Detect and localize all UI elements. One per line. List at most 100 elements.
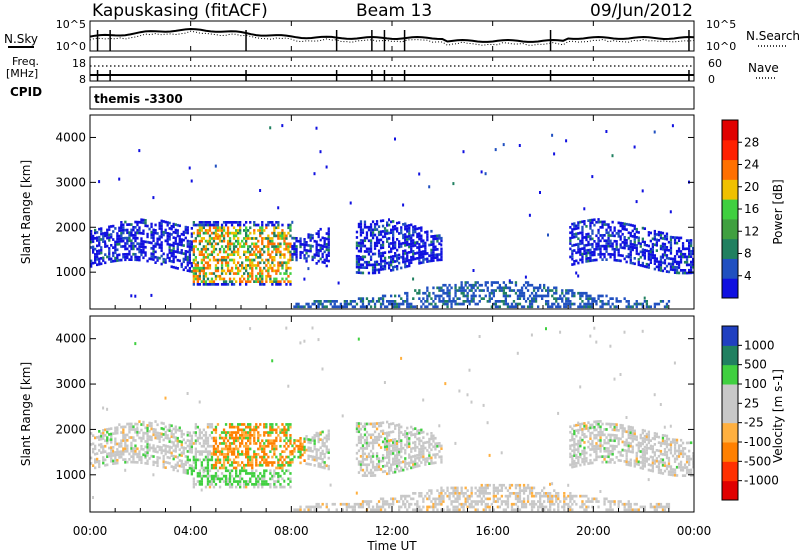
heatmap-cell — [337, 281, 340, 285]
heatmap-cell — [422, 291, 425, 295]
heatmap-cell — [247, 250, 250, 254]
heatmap-cell — [633, 257, 636, 260]
heatmap-cell — [144, 221, 147, 225]
heatmap-cell — [394, 246, 397, 250]
heatmap-cell — [206, 229, 210, 232]
heatmap-cell — [192, 247, 196, 251]
heatmap-cell — [309, 236, 312, 240]
heatmap-cell — [416, 432, 419, 435]
heatmap-cell — [355, 257, 359, 261]
heatmap-cell — [98, 235, 101, 239]
heatmap-cell — [553, 286, 556, 290]
heatmap-cell — [174, 250, 177, 253]
heatmap-cell — [379, 246, 383, 250]
heatmap-cell — [126, 447, 129, 450]
heatmap-cell — [381, 230, 385, 233]
heatmap-cell — [392, 305, 395, 309]
heatmap-cell — [200, 239, 204, 243]
heatmap-cell — [414, 454, 417, 458]
heatmap-cell — [400, 425, 403, 429]
heatmap-cell — [108, 239, 111, 242]
heatmap-cell — [537, 294, 540, 298]
heatmap-cell — [245, 226, 248, 230]
heatmap-cell — [565, 291, 568, 295]
heatmap-cell — [289, 258, 292, 262]
heatmap-cell — [188, 250, 192, 254]
heatmap-cell — [253, 483, 256, 486]
heatmap-cell — [180, 454, 183, 457]
heatmap-cell — [259, 477, 262, 481]
heatmap-cell — [196, 472, 200, 475]
heatmap-cell — [390, 220, 393, 224]
heatmap-cell — [341, 508, 345, 512]
heatmap-cell — [263, 444, 266, 448]
heatmap-cell — [243, 423, 246, 426]
heatmap-cell — [265, 483, 268, 486]
heatmap-cell — [448, 289, 451, 292]
heatmap-cell — [561, 300, 564, 303]
heatmap-cell — [210, 250, 214, 254]
heatmap-cell — [665, 232, 669, 236]
heatmap-cell — [148, 241, 151, 244]
heatmap-cell — [277, 261, 280, 265]
heatmap-cell — [92, 245, 95, 249]
heatmap-cell — [371, 268, 375, 272]
heatmap-cell — [365, 422, 369, 426]
heatmap-cell — [239, 442, 242, 445]
heatmap-cell — [249, 261, 252, 265]
heatmap-cell — [575, 235, 578, 238]
heatmap-cell — [464, 294, 467, 298]
heatmap-cell — [118, 177, 121, 181]
heatmap-cell — [553, 494, 556, 498]
heatmap-cell — [543, 283, 546, 287]
heatmap-cell — [599, 244, 602, 248]
heatmap-cell — [383, 456, 387, 460]
heatmap-cell — [150, 225, 153, 229]
heatmap-cell — [317, 437, 320, 441]
heatmap-cell — [259, 247, 262, 251]
heatmap-cell — [589, 294, 592, 298]
heatmap-cell — [170, 435, 173, 438]
heatmap-cell — [675, 262, 678, 266]
heatmap-cell — [104, 242, 107, 246]
heatmap-cell — [591, 237, 594, 241]
heatmap-cell — [257, 463, 260, 467]
heatmap-cell — [386, 447, 389, 451]
heatmap-cell — [454, 508, 457, 512]
heatmap-cell — [388, 250, 391, 254]
heatmap-cell — [259, 266, 262, 270]
heatmap-cell — [559, 294, 562, 298]
heatmap-cell — [321, 444, 324, 447]
heatmap-cell — [283, 256, 286, 259]
heatmap-cell — [210, 280, 214, 283]
heatmap-cell — [432, 235, 435, 238]
heatmap-cell — [222, 237, 226, 240]
heatmap-cell — [369, 458, 373, 461]
heatmap-cell — [114, 451, 117, 454]
heatmap-cell — [106, 452, 109, 456]
heatmap-cell — [377, 424, 381, 428]
heatmap-cell — [428, 497, 431, 501]
heatmap-cell — [192, 239, 196, 243]
heatmap-cell — [468, 302, 471, 306]
heatmap-cell — [392, 225, 395, 229]
heatmap-cell — [116, 442, 119, 446]
heatmap-cell — [200, 237, 204, 240]
heatmap-cell — [657, 263, 661, 266]
colorbar-tick-label: 8 — [744, 247, 752, 261]
heatmap-cell — [319, 300, 322, 303]
heatmap-cell — [295, 439, 298, 442]
heatmap-cell — [200, 466, 204, 470]
heatmap-cell — [373, 438, 377, 442]
heatmap-cell — [649, 247, 653, 251]
heatmap-cell — [287, 247, 290, 251]
heatmap-cell — [555, 494, 558, 498]
heatmap-cell — [214, 258, 218, 262]
heatmap-cell — [551, 494, 554, 498]
heatmap-cell — [361, 500, 365, 503]
heatmap-cell — [279, 485, 282, 489]
heatmap-cell — [239, 256, 242, 259]
heatmap-cell — [204, 272, 208, 275]
heatmap-cell — [130, 223, 133, 226]
heatmap-cell — [355, 424, 359, 428]
